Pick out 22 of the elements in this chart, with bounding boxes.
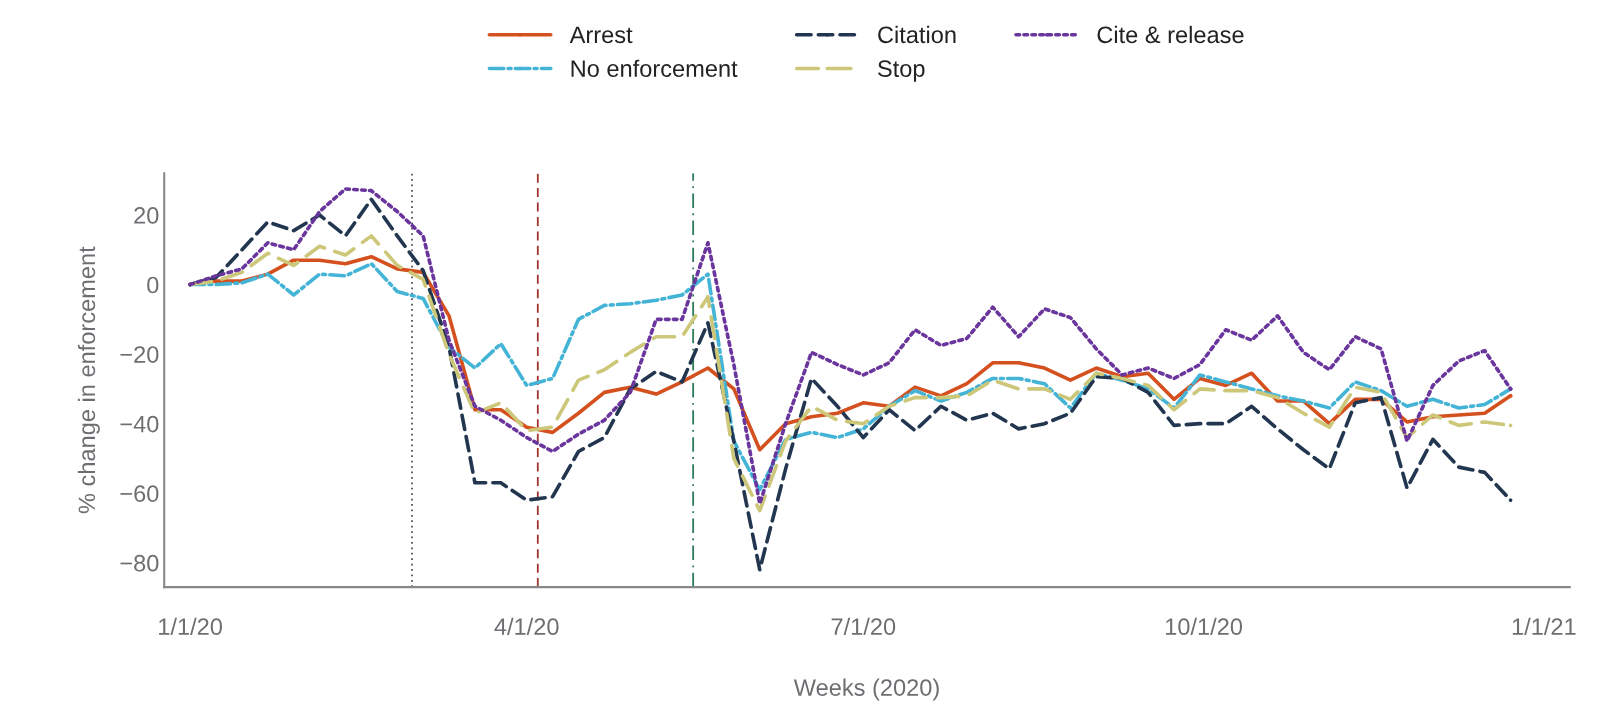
x-tick-label: 1/1/20 — [159, 617, 223, 636]
x-tick-label: 4/1/20 — [494, 617, 559, 636]
y-tick-label: −40 — [120, 415, 159, 433]
y-tick-label: 0 — [147, 276, 159, 294]
legend-label: Citation — [878, 25, 956, 44]
y-axis-title: % change in enforcement — [77, 246, 100, 514]
legend-label: Stop — [878, 60, 925, 82]
point — [1508, 498, 1513, 502]
x-axis-title: Weeks (2020) — [793, 678, 939, 701]
y-tick-label: 20 — [134, 207, 159, 224]
y-tick-label: −20 — [120, 346, 159, 363]
x-tick-label: 10/1/20 — [1165, 617, 1243, 636]
x-tick-label: 7/1/20 — [831, 617, 896, 636]
point — [1508, 423, 1513, 428]
legend-label: Cite & release — [1097, 25, 1244, 44]
legend-label: Arrest — [569, 26, 633, 44]
y-tick-label: −60 — [120, 485, 159, 503]
point — [1508, 394, 1513, 398]
legend-label: No enforcement — [571, 59, 738, 77]
x-tick-label: 1/1/21 — [1512, 617, 1576, 636]
y-tick-label: −80 — [120, 554, 159, 572]
line-series — [188, 187, 1513, 506]
